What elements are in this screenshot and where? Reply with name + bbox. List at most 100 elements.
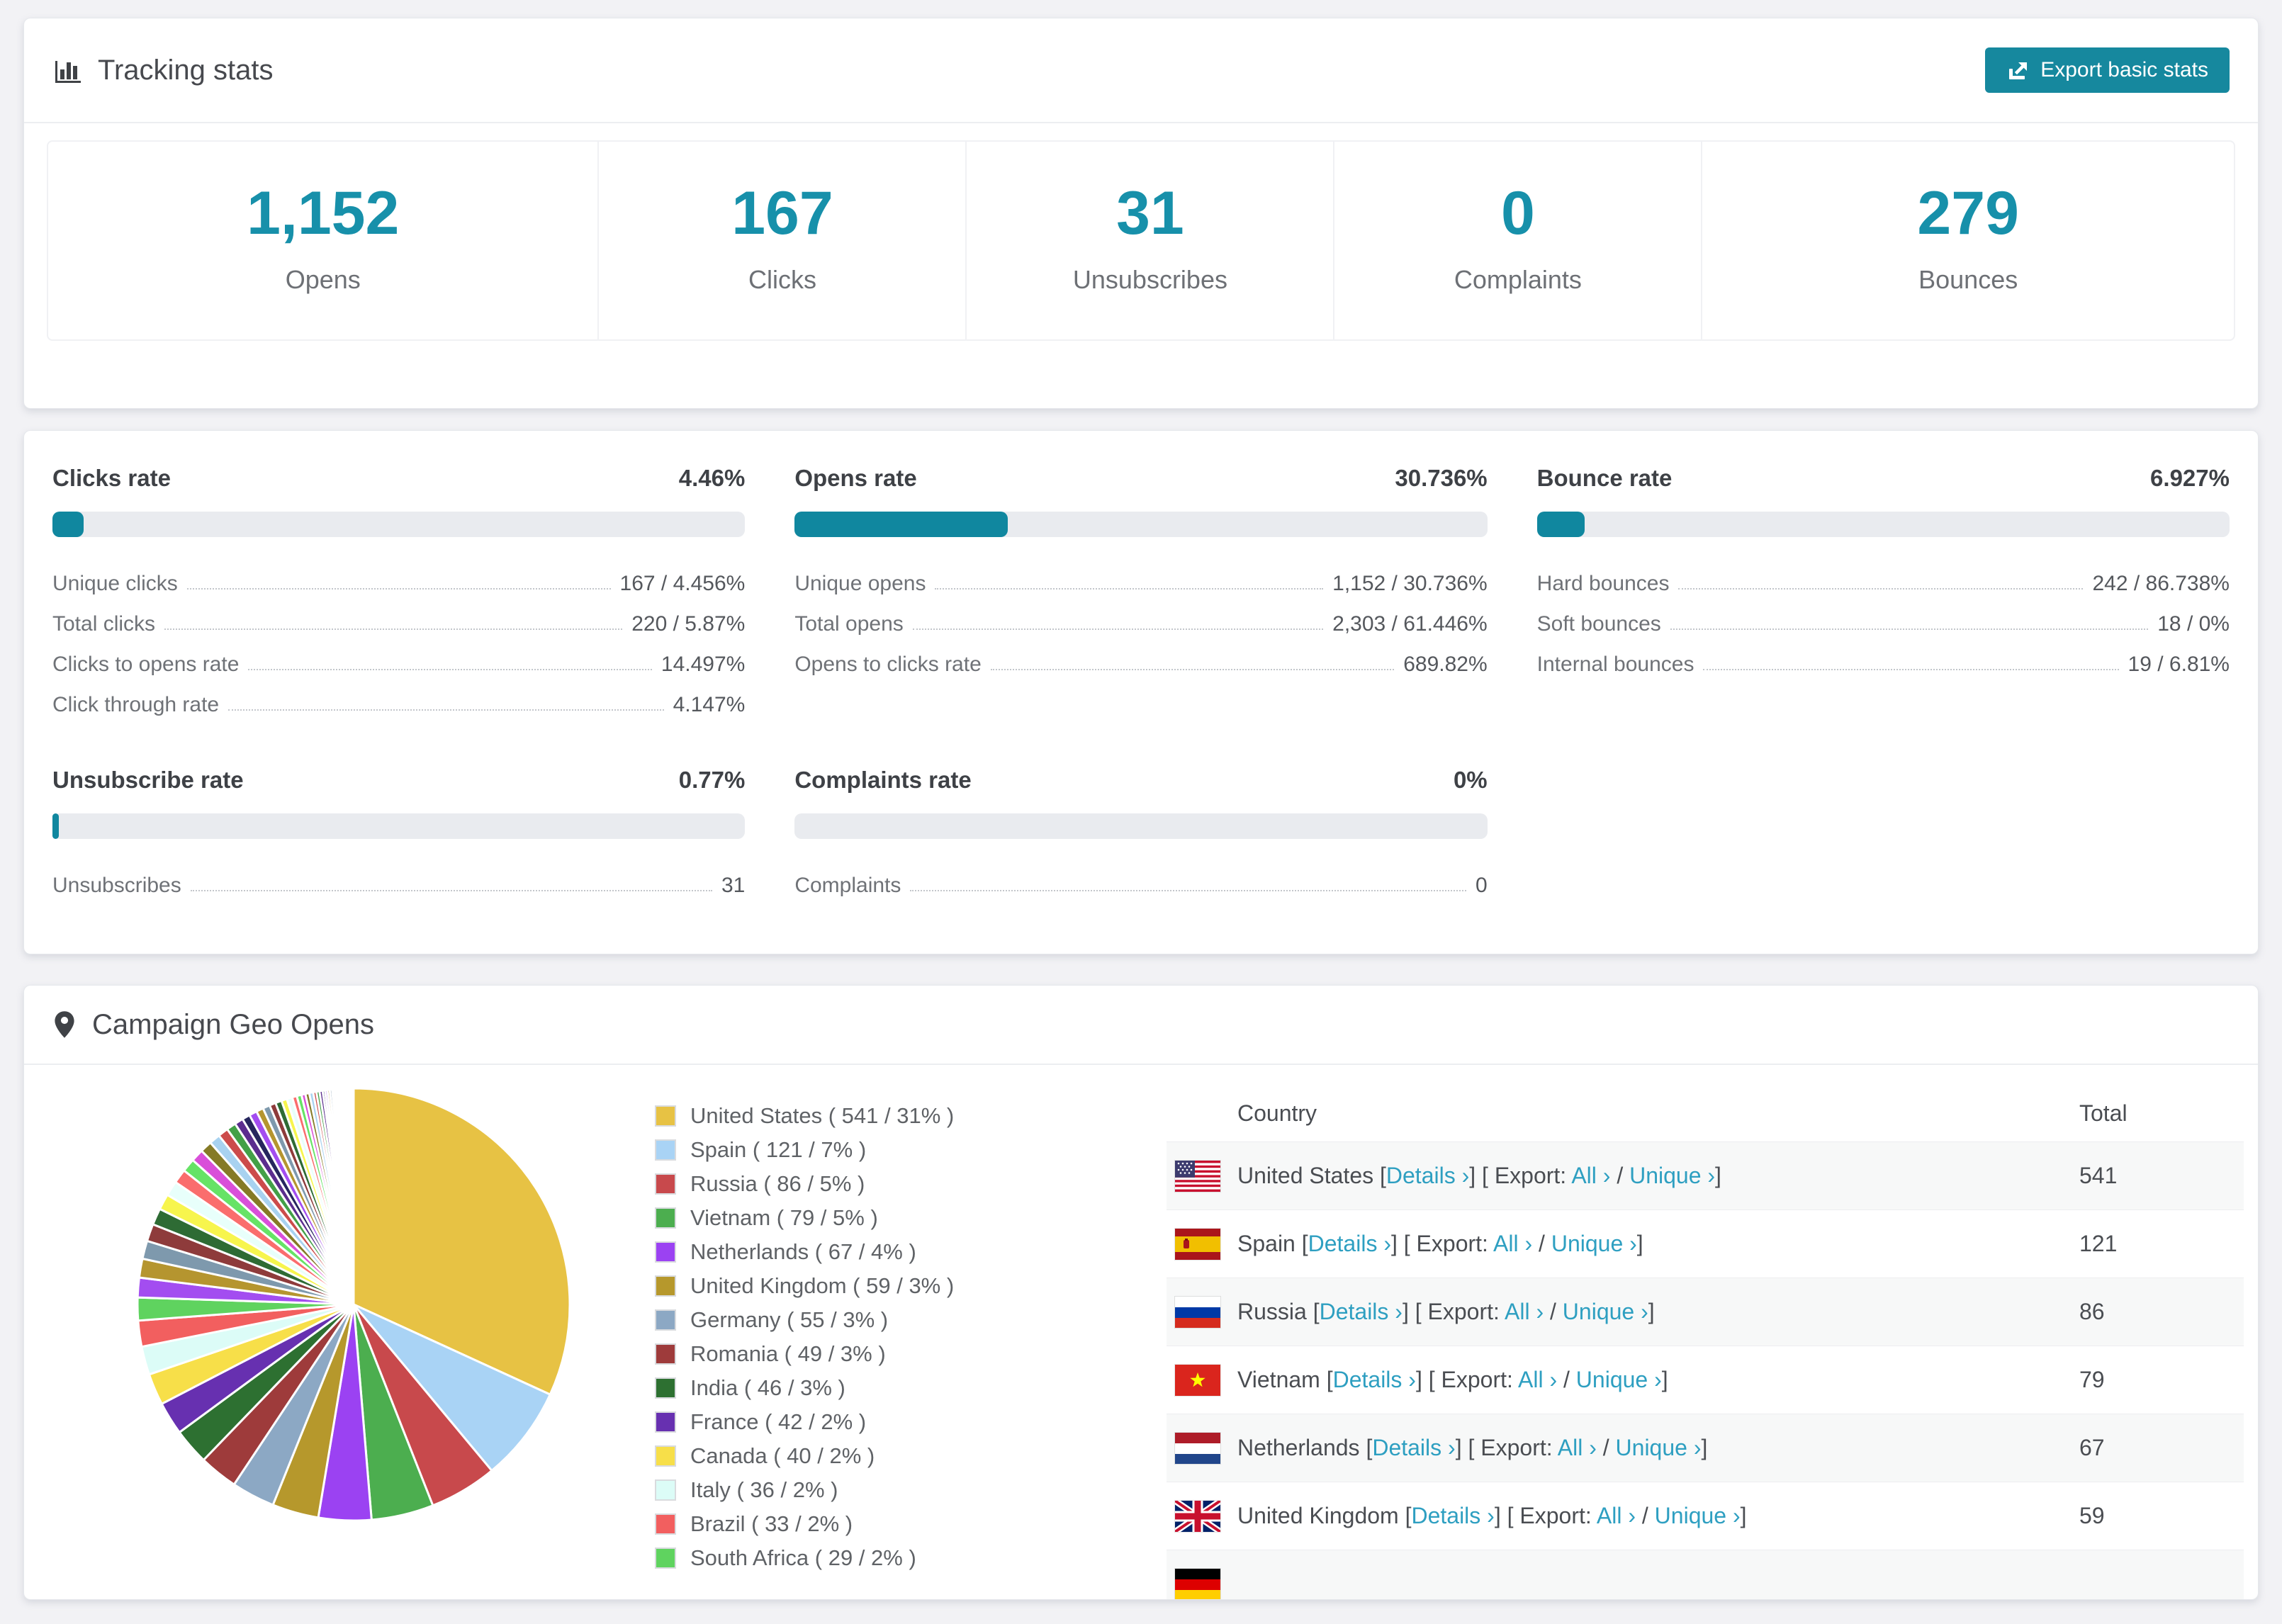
rate-row-value: 242 / 86.738% [2092, 572, 2230, 595]
rate-row: Unsubscribes 31 [52, 857, 745, 898]
legend-label: Vietnam ( 79 / 5% ) [690, 1205, 878, 1230]
stat-cell-clicks: 167 Clicks [597, 142, 965, 339]
legend-item: Romania ( 49 / 3% ) [655, 1341, 1151, 1367]
legend-item: South Africa ( 29 / 2% ) [655, 1545, 1151, 1571]
rate-progress-fill [52, 512, 84, 537]
stat-label: Clicks [748, 265, 816, 294]
export-all-link[interactable]: All › [1596, 1503, 1636, 1528]
geo-table-row-netherlands: Netherlands [Details ›] [ Export: All › … [1167, 1414, 2244, 1482]
rate-block-complaints-rate: Complaints rate 0% Complaints 0 [794, 767, 1488, 898]
rate-row-label: Unique clicks [52, 572, 178, 595]
map-pin-icon [55, 1011, 74, 1038]
legend-item: Netherlands ( 67 / 4% ) [655, 1239, 1151, 1265]
details-link[interactable]: Details › [1319, 1299, 1403, 1324]
export-label: Export: [1421, 1299, 1500, 1324]
details-link[interactable]: Details › [1308, 1231, 1391, 1256]
export-unique-link[interactable]: Unique › [1562, 1299, 1648, 1324]
legend-swatch [655, 1513, 676, 1535]
rate-row: Clicks to opens rate 14.497% [52, 636, 745, 677]
rate-row-value: 689.82% [1403, 653, 1488, 676]
stat-cell-opens: 1,152 Opens [48, 142, 597, 339]
legend-label: India ( 46 / 3% ) [690, 1375, 845, 1400]
country-name: Netherlands [1237, 1435, 1360, 1460]
export-all-link[interactable]: All › [1518, 1367, 1558, 1392]
dotted-leader [912, 628, 1324, 630]
export-unique-link[interactable]: Unique › [1575, 1367, 1662, 1392]
export-all-link[interactable]: All › [1557, 1435, 1597, 1460]
rate-progress-track [794, 512, 1488, 537]
export-unique-link[interactable]: Unique › [1654, 1503, 1741, 1528]
tracking-stats-header: Tracking stats Export basic stats [24, 18, 2258, 123]
dotted-leader [248, 669, 652, 670]
nl-flag-icon [1175, 1432, 1237, 1464]
bar-chart-icon [55, 61, 81, 83]
legend-label: Netherlands ( 67 / 4% ) [690, 1239, 916, 1264]
stat-value: 0 [1500, 179, 1535, 247]
pie-slice [352, 1087, 355, 1305]
legend-swatch [655, 1105, 676, 1127]
us-flag-icon [1175, 1160, 1237, 1192]
export-unique-link[interactable]: Unique › [1551, 1231, 1637, 1256]
dotted-leader [228, 709, 664, 711]
geo-table-row-united-states: United States [Details ›] [ Export: All … [1167, 1141, 2244, 1209]
legend-label: Spain ( 121 / 7% ) [690, 1137, 867, 1162]
geo-table-header: Country Total [1167, 1085, 2244, 1141]
rate-block-bounce-rate: Bounce rate 6.927% Hard bounces 242 / 86.73… [1536, 465, 2230, 717]
stat-value: 31 [1116, 179, 1184, 247]
legend-swatch [655, 1547, 676, 1569]
legend-item: Spain ( 121 / 7% ) [655, 1137, 1151, 1163]
legend-label: Canada ( 40 / 2% ) [690, 1443, 875, 1468]
rate-row-label: Internal bounces [1536, 653, 1694, 676]
country-total: 79 [2079, 1367, 2105, 1392]
dotted-leader [935, 588, 1324, 590]
rate-row-label: Total clicks [52, 612, 156, 636]
tracking-stats-card: Tracking stats Export basic stats 1,152 O… [23, 18, 2259, 409]
rate-title: Complaints rate [794, 767, 972, 793]
rate-row-label: Soft bounces [1536, 612, 1661, 636]
export-all-link[interactable]: All › [1571, 1163, 1611, 1188]
gb-flag-icon [1175, 1500, 1237, 1532]
geo-table-row-spain: Spain [Details ›] [ Export: All › / Uniq… [1167, 1209, 2244, 1278]
country-name: United States [1237, 1163, 1374, 1188]
rate-progress-track [794, 813, 1488, 839]
rate-value: 0% [1453, 767, 1488, 793]
pie-slice [352, 1303, 552, 1472]
campaign-geo-opens-card: Campaign Geo Opens United States ( 541 /… [23, 985, 2259, 1600]
rates-card: Clicks rate 4.46% Unique clicks 167 / 4.456… [23, 430, 2259, 954]
legend-swatch [655, 1173, 676, 1195]
export-unique-link[interactable]: Unique › [1615, 1435, 1702, 1460]
stat-value: 279 [1917, 179, 2019, 247]
rate-row: Unique clicks 167 / 4.456% [52, 556, 745, 596]
legend-item: France ( 42 / 2% ) [655, 1409, 1151, 1435]
legend-label: Brazil ( 33 / 2% ) [690, 1511, 853, 1536]
export-unique-link[interactable]: Unique › [1629, 1163, 1716, 1188]
details-link[interactable]: Details › [1411, 1503, 1495, 1528]
rate-row-label: Opens to clicks rate [794, 653, 982, 676]
rate-row-value: 220 / 5.87% [631, 612, 746, 636]
details-link[interactable]: Details › [1386, 1163, 1470, 1188]
legend-item: Canada ( 40 / 2% ) [655, 1443, 1151, 1469]
rate-row: Click through rate 4.147% [52, 677, 745, 717]
export-basic-stats-button[interactable]: Export basic stats [1985, 47, 2230, 93]
rate-row-value: 2,303 / 61.446% [1332, 612, 1488, 636]
rate-row-value: 19 / 6.81% [2128, 653, 2230, 676]
export-all-link[interactable]: All › [1505, 1299, 1544, 1324]
legend-swatch [655, 1309, 676, 1331]
details-link[interactable]: Details › [1332, 1367, 1416, 1392]
details-link[interactable]: Details › [1372, 1435, 1456, 1460]
rate-value: 0.77% [678, 767, 746, 793]
legend-item: Germany ( 55 / 3% ) [655, 1307, 1151, 1333]
rates-grid: Clicks rate 4.46% Unique clicks 167 / 4.456… [52, 465, 2230, 898]
rate-progress-fill [794, 512, 1008, 537]
stat-cell-unsubscribes: 31 Unsubscribes [965, 142, 1333, 339]
export-label: Export: [1513, 1503, 1592, 1528]
vn-flag-icon [1175, 1364, 1237, 1396]
ru-flag-icon [1175, 1296, 1237, 1328]
dotted-leader [1670, 628, 2149, 630]
geo-table-row [1167, 1550, 2244, 1599]
export-all-link[interactable]: All › [1493, 1231, 1533, 1256]
legend-swatch [655, 1275, 676, 1297]
legend-swatch [655, 1411, 676, 1433]
geo-table: Country Total United States [Details ›] … [1167, 1078, 2244, 1599]
rate-progress-track [52, 813, 746, 839]
